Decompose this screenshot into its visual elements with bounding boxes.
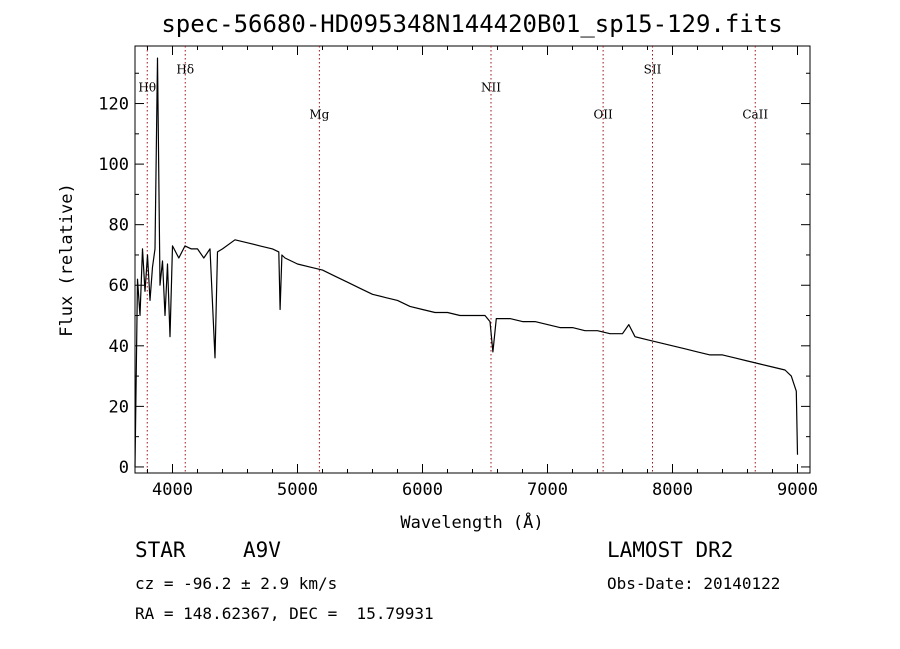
- y-axis-ticks: 0 20 40 60 80 100 120: [98, 72, 810, 478]
- y-tick-label: 120: [98, 95, 129, 115]
- x-tick-label: 8000: [652, 480, 693, 500]
- spectral-line-label: Hδ: [176, 62, 194, 76]
- object-class: STAR: [135, 538, 186, 562]
- chart-title: spec-56680-HD095348N144420B01_sp15-129.f…: [161, 10, 782, 38]
- plot-frame: [134, 45, 811, 474]
- spectral-line-label: OII: [593, 108, 613, 122]
- spectral-line-markers: Hθ Hδ Mg NII OII SII CaII: [138, 46, 768, 473]
- spectral-line-label: CaII: [742, 108, 768, 122]
- observation-date: Obs-Date: 20140122: [607, 574, 781, 593]
- spectrum-line: [134, 57, 799, 467]
- y-axis-label: Flux (relative): [57, 183, 77, 337]
- x-tick-label: 4000: [152, 480, 193, 500]
- y-tick-label: 100: [98, 155, 129, 175]
- x-tick-label: 7000: [527, 480, 568, 500]
- spectral-line-label: NII: [481, 80, 501, 94]
- y-tick-label: 80: [109, 216, 129, 236]
- spectral-line-label: SII: [644, 62, 662, 76]
- y-tick-label: 20: [109, 397, 129, 417]
- spectral-line-label: Mg: [309, 108, 329, 122]
- object-subclass: A9V: [243, 538, 281, 562]
- x-tick-label: 6000: [402, 480, 443, 500]
- x-tick-label: 5000: [277, 480, 318, 500]
- x-axis-ticks: 4000 5000 6000 7000 8000 9000: [147, 46, 818, 500]
- x-axis-label: Wavelength (Å): [400, 511, 543, 533]
- spectral-line-label: Hθ: [138, 80, 156, 94]
- spectrum-series: [134, 57, 799, 467]
- x-tick-label: 9000: [777, 480, 818, 500]
- y-tick-label: 60: [109, 276, 129, 296]
- coordinates: RA = 148.62367, DEC = 15.79931: [135, 604, 434, 623]
- redshift-cz: cz = -96.2 ± 2.9 km/s: [135, 574, 338, 593]
- y-tick-label: 0: [119, 458, 129, 478]
- survey-name: LAMOST DR2: [607, 538, 734, 562]
- y-tick-label: 40: [109, 337, 129, 357]
